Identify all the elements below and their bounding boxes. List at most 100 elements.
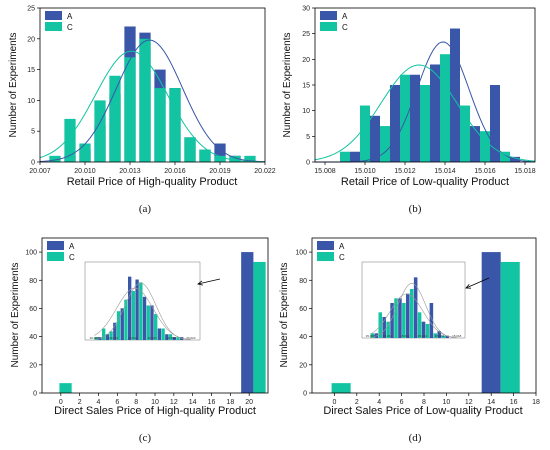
inset-x-tick-label: 15.016 (435, 334, 445, 338)
inset-x-tick-label: 15.014 (418, 334, 428, 338)
x-tick-label: 8 (134, 399, 138, 406)
y-tick-label: 15 (27, 67, 35, 74)
legend-label-A: A (69, 242, 75, 251)
x-tick-label: 12 (170, 399, 178, 406)
x-tick-label: 20.019 (209, 168, 231, 175)
bar-C-5 (440, 54, 450, 163)
x-tick-label: 20.007 (29, 168, 51, 175)
bar-C-9 (184, 137, 196, 162)
inset-bar-A (406, 293, 410, 338)
inset-x-tick-label: 15.008 (366, 334, 376, 338)
inset-x-tick-label: 15.012 (400, 334, 410, 338)
x-tick-label: 16 (208, 399, 216, 406)
y-tick-label: 25 (27, 6, 35, 13)
inset-bar-A (120, 308, 124, 340)
y-axis-label: Number of Experiments (279, 262, 290, 367)
y-tick-label: 0 (33, 391, 37, 398)
inset-x-tick-label: 20.023 (186, 336, 196, 340)
inset-bar-C (386, 321, 390, 338)
legend-label-A: A (342, 12, 348, 21)
inset-fit-curve-C (370, 293, 457, 338)
inset-bar-C (94, 337, 98, 340)
bar-C-0 (49, 155, 61, 162)
inset-bar-A (445, 335, 449, 338)
x-axis-label: Retail Price of Low-quality Product (341, 176, 509, 188)
panel-caption: (b) (409, 203, 422, 215)
bar-C-6 (139, 38, 151, 162)
bar-A-10 (214, 143, 226, 162)
inset-x-tick-label: 20.008 (90, 336, 100, 340)
y-tick-label: 20 (27, 36, 35, 43)
x-tick-label: 10 (443, 399, 451, 406)
x-tick-label: 15.010 (354, 168, 376, 175)
x-tick-label: 15.014 (434, 168, 456, 175)
x-tick-label: 18 (532, 399, 540, 406)
y-tick-label: 40 (299, 334, 307, 341)
inset-bar-A (172, 337, 176, 340)
legend-swatch-A (320, 11, 337, 20)
inset-x-tick-label: 20.011 (109, 336, 118, 340)
inset-pointer-arrow (197, 278, 221, 285)
legend-swatch-C (45, 22, 62, 31)
inset-bar-A (165, 334, 169, 340)
x-tick-label: 15.008 (314, 168, 336, 175)
y-tick-label: 20 (299, 362, 307, 369)
x-tick-label: 10 (151, 399, 159, 406)
bar-A-0 (350, 151, 360, 162)
bar-C-1 (64, 118, 76, 162)
inset-bar-C (139, 282, 143, 340)
inset-bar-A (135, 279, 139, 340)
bar-C-3 (94, 100, 106, 162)
inset-bar-A (429, 303, 434, 338)
legend-label-C: C (69, 253, 75, 262)
fit-curve-A (39, 39, 266, 163)
bar-C-2 (79, 143, 91, 162)
bar-C-6 (460, 105, 470, 162)
inset-bar-C (124, 299, 128, 340)
inset-pointer-arrowhead (197, 280, 203, 286)
inset-bar-A (128, 276, 132, 340)
inset-chart: 20.008 20.011 20.014 20.017 20.020 20.023 (84, 261, 201, 341)
inset-bar-A (98, 337, 102, 340)
inset-bar-C (417, 312, 422, 338)
inset-bar-A (157, 328, 162, 340)
y-tick-label: 30 (302, 6, 310, 13)
bar-A-0 (241, 252, 254, 393)
inset-bar-A (413, 277, 418, 338)
inset-x-tick-label: 15.018 (452, 334, 462, 338)
inset-fit-curve-A (370, 283, 457, 339)
panel-caption: (d) (409, 432, 422, 444)
x-tick-label: 20.013 (119, 168, 141, 175)
y-tick-label: 5 (31, 129, 35, 136)
inset-bar-C (116, 311, 121, 340)
inset-bar-C (109, 331, 113, 340)
plot-frame (39, 7, 266, 163)
x-tick-label: 14 (487, 399, 495, 406)
bar-C-0 (59, 383, 72, 393)
inset-x-tick-label: 20.017 (148, 336, 158, 340)
legend-swatch-A (45, 11, 62, 20)
inset-bar-C (394, 298, 398, 338)
bar-A-3 (410, 74, 420, 162)
inset-bar-A (105, 334, 110, 340)
bar-C-7 (154, 88, 166, 162)
bar-C-13 (244, 155, 256, 162)
bar-C-3 (400, 74, 410, 162)
legend-swatch-C (47, 252, 64, 261)
panel-caption: (c) (139, 432, 152, 444)
x-tick-label: 20.016 (164, 168, 186, 175)
y-tick-label: 0 (303, 391, 307, 398)
y-tick-label: 100 (25, 250, 37, 257)
x-tick-label: 0 (332, 399, 336, 406)
inset-bar-C (131, 291, 136, 340)
inset-bar-A (421, 321, 426, 338)
x-tick-label: 6 (400, 399, 404, 406)
fit-curve-C (314, 64, 536, 162)
fit-curve-C (39, 50, 266, 163)
x-tick-label: 15.016 (474, 168, 496, 175)
inset-bar-C (176, 337, 180, 340)
inset-x-tick-label: 20.020 (167, 336, 177, 340)
y-tick-label: 40 (29, 334, 37, 341)
y-tick-label: 20 (302, 57, 310, 64)
